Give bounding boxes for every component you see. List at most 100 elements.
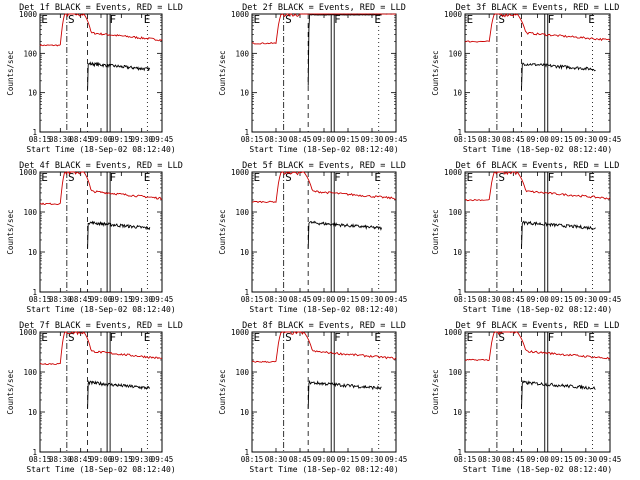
y-tick-label: 100 (235, 208, 249, 217)
y-tick-label: 1 (457, 128, 462, 137)
x-tick-label: 08:30 (478, 455, 501, 464)
x-tick-label: 09:15 (550, 135, 573, 144)
series-events-black (87, 220, 151, 249)
marker-label-s: S (68, 171, 75, 184)
y-axis-label: Counts/sec (218, 50, 227, 95)
x-tick-label: 09:15 (550, 295, 573, 304)
x-tick-label: 08:15 (454, 455, 477, 464)
series-lld-red (464, 331, 611, 362)
marker-label-s: S (285, 331, 292, 344)
marker-label-e: E (588, 331, 595, 344)
x-tick-label: 08:45 (289, 135, 312, 144)
x-tick-label: 08:15 (241, 135, 264, 144)
detector-panel-3: Det 3f BLACK = Events, RED = LLD 1 10 100 10… (431, 3, 621, 154)
plot-frame (464, 331, 611, 453)
marker-label-s: S (68, 331, 75, 344)
x-tick-label: 09:30 (130, 455, 153, 464)
panel-title: Det 5f BLACK = Events, RED = LLD (242, 161, 406, 171)
y-tick-label: 1000 (231, 328, 250, 337)
x-tick-label: 09:45 (599, 455, 622, 464)
detector-panel-8: Det 8f BLACK = Events, RED = LLD 1 10 100 10… (218, 321, 407, 474)
x-tick-label: 08:30 (49, 295, 72, 304)
x-tick-label: 09:45 (599, 135, 622, 144)
plot-frame (39, 13, 163, 133)
panel-title: Det 8f BLACK = Events, RED = LLD (242, 321, 406, 331)
y-tick-label: 100 (448, 208, 462, 217)
x-axis-label: Start Time (18-Sep-02 08:12:40) (463, 145, 612, 154)
detector-panel-5: Det 5f BLACK = Events, RED = LLD 1 10 100 10… (218, 161, 407, 314)
panel-title: Det 2f BLACK = Events, RED = LLD (242, 3, 406, 13)
marker-label-s: S (498, 331, 505, 344)
x-tick-label: 08:45 (502, 295, 525, 304)
x-tick-label: 09:45 (151, 455, 174, 464)
plot-frame (464, 171, 611, 293)
x-tick-label: 08:15 (241, 455, 264, 464)
y-tick-label: 10 (240, 248, 250, 257)
x-tick-label: 08:45 (502, 135, 525, 144)
y-tick-label: 10 (28, 248, 38, 257)
plot-frame (251, 171, 397, 293)
y-tick-label: 1000 (19, 168, 38, 177)
plot-frame (464, 13, 611, 133)
x-tick-label: 08:45 (69, 135, 92, 144)
series-events-black (307, 220, 383, 249)
marker-label-f: F (110, 331, 117, 344)
y-tick-label: 100 (23, 368, 37, 377)
x-tick-label: 09:30 (361, 295, 384, 304)
y-tick-label: 100 (235, 368, 249, 377)
y-axis-label: Counts/sec (218, 369, 227, 414)
x-tick-label: 08:30 (49, 135, 72, 144)
marker-label-f: F (110, 13, 117, 26)
series-lld-red (464, 171, 611, 202)
plot-frame (39, 331, 163, 453)
marker-label-s: S (285, 171, 292, 184)
plot-frame (251, 13, 397, 133)
panel-title: Det 3f BLACK = Events, RED = LLD (456, 3, 620, 13)
y-tick-label: 10 (453, 89, 463, 98)
x-axis-label: Start Time (18-Sep-02 08:12:40) (249, 305, 398, 314)
x-axis-label: Start Time (18-Sep-02 08:12:40) (26, 305, 175, 314)
marker-label-f: F (110, 171, 117, 184)
y-axis-label: Counts/sec (431, 50, 440, 95)
detector-panel-4: Det 4f BLACK = Events, RED = LLD 1 10 100 10… (6, 161, 183, 314)
panel-title: Det 9f BLACK = Events, RED = LLD (456, 321, 620, 331)
x-tick-label: 09:00 (313, 295, 336, 304)
y-tick-label: 10 (28, 408, 38, 417)
series-lld-red (251, 13, 397, 45)
y-tick-label: 1 (32, 128, 37, 137)
y-tick-label: 10 (453, 248, 463, 257)
y-tick-label: 1000 (231, 10, 250, 19)
series-events-black (87, 379, 151, 409)
x-tick-label: 08:30 (478, 135, 501, 144)
series-lld-red (251, 331, 397, 363)
series-lld-red (39, 331, 163, 365)
x-tick-label: 09:45 (385, 295, 408, 304)
y-tick-label: 1000 (19, 10, 38, 19)
y-tick-label: 10 (240, 408, 250, 417)
panel-title: Det 1f BLACK = Events, RED = LLD (19, 3, 183, 13)
y-tick-label: 10 (240, 89, 250, 98)
series-events-black (307, 379, 382, 409)
marker-label-e: E (41, 331, 48, 344)
y-tick-label: 1 (32, 448, 37, 457)
x-tick-label: 09:45 (599, 295, 622, 304)
x-tick-label: 08:45 (289, 455, 312, 464)
plot-frame (39, 171, 163, 293)
panel-title: Det 4f BLACK = Events, RED = LLD (19, 161, 183, 171)
marker-label-s: S (498, 171, 505, 184)
x-tick-label: 09:15 (550, 455, 573, 464)
x-tick-label: 08:15 (454, 295, 477, 304)
x-axis-label: Start Time (18-Sep-02 08:12:40) (463, 305, 612, 314)
x-tick-label: 09:30 (361, 135, 384, 144)
y-tick-label: 100 (448, 368, 462, 377)
series-lld-red (464, 13, 611, 43)
y-tick-label: 100 (448, 49, 462, 58)
x-tick-label: 09:00 (313, 455, 336, 464)
y-tick-label: 1000 (231, 168, 250, 177)
series-events-black (521, 62, 596, 90)
y-tick-label: 1000 (19, 328, 38, 337)
marker-label-e: E (144, 13, 151, 26)
marker-label-e: E (144, 171, 151, 184)
y-tick-label: 100 (23, 49, 37, 58)
marker-label-f: F (334, 331, 341, 344)
